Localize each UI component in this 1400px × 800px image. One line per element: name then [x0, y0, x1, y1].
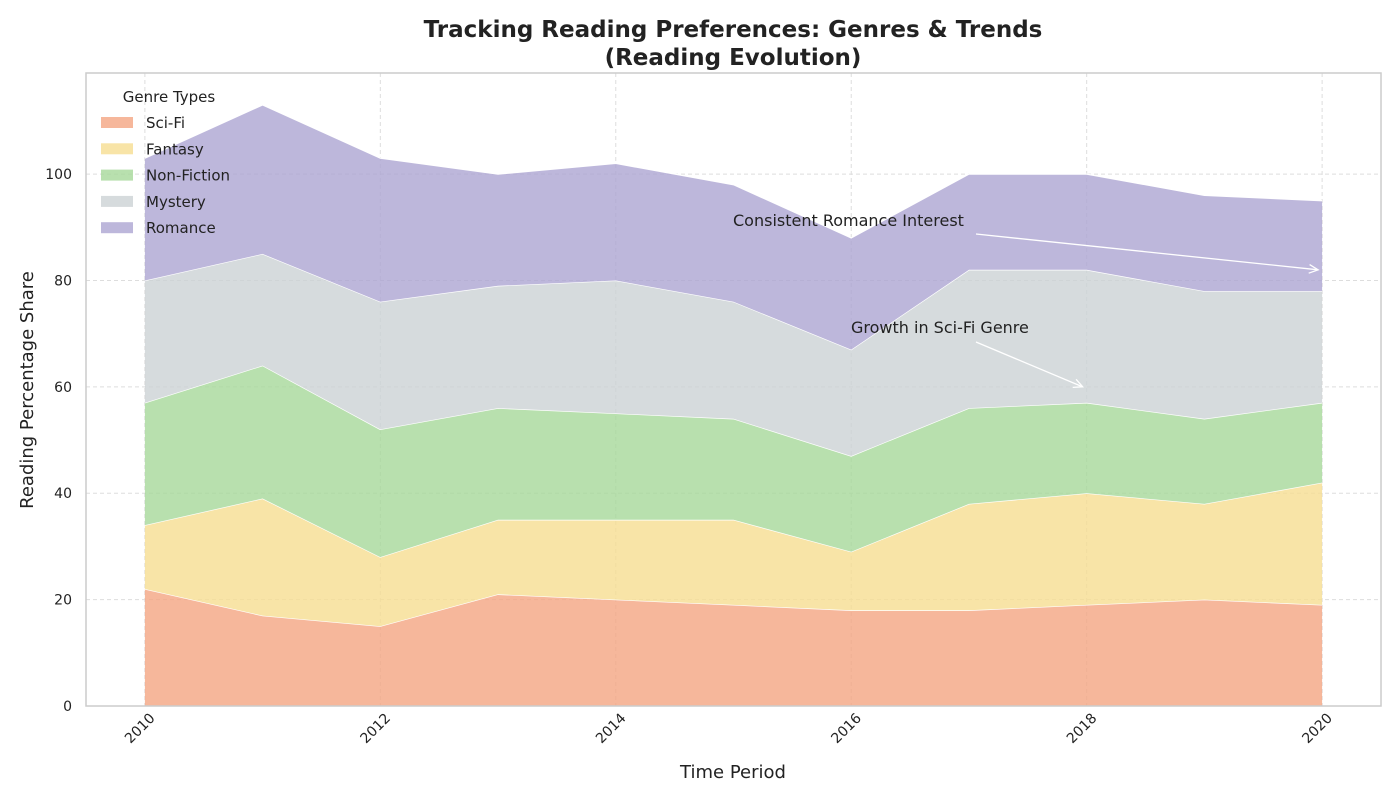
annotation-text: Growth in Sci-Fi Genre: [851, 318, 1029, 337]
x-axis-label: Time Period: [679, 762, 786, 783]
legend: Genre Types Sci-Fi Fantasy Non-Fiction Myst…: [101, 88, 230, 237]
annotation-text: Consistent Romance Interest: [733, 211, 964, 230]
legend-label-mystery: Mystery: [146, 193, 206, 211]
area-edge-romance: [144, 104, 1323, 239]
legend-swatch-non-fiction: [101, 169, 133, 181]
x-tick-label: 2016: [828, 710, 865, 747]
chart-subtitle: (Reading Evolution): [605, 45, 862, 71]
y-tick-label: 80: [54, 273, 72, 289]
y-tick-label: 20: [54, 593, 72, 609]
area-romance: [144, 104, 1323, 350]
y-tick-label: 60: [54, 380, 72, 396]
y-tick-label: 40: [54, 486, 72, 502]
y-tick-label: 0: [63, 699, 72, 715]
area-mystery: [144, 253, 1323, 456]
annotation-arrowhead: [1072, 378, 1085, 389]
plot-frame: [85, 72, 1382, 707]
legend-label-romance: Romance: [146, 219, 216, 237]
legend-swatch-sci-fi: [101, 117, 133, 128]
legend-label-non-fiction: Non-Fiction: [146, 167, 230, 185]
y-tick-label: 100: [45, 167, 72, 183]
legend-swatch-mystery: [101, 195, 133, 207]
annotation-arrowhead: [1308, 264, 1320, 274]
annotation-arrow: [975, 341, 1083, 388]
x-tick-labels: 2010 2012 2014 2016 2018 2020: [122, 710, 1336, 747]
area-sci-fi: [144, 589, 1323, 706]
legend-swatch-romance: [101, 222, 133, 234]
y-tick-labels: 0 20 40 60 80 100: [45, 167, 72, 715]
legend-swatch-fantasy: [101, 143, 133, 155]
y-axis-label: Reading Percentage Share: [17, 271, 38, 509]
x-tick-label: 2012: [358, 710, 395, 747]
area-fantasy: [144, 482, 1323, 627]
x-tick-label: 2010: [122, 710, 159, 747]
area-non-fiction: [144, 365, 1323, 558]
x-tick-label: 2020: [1299, 710, 1336, 747]
chart-title: Tracking Reading Preferences: Genres & T…: [424, 17, 1043, 43]
annotation-arrow: [975, 233, 1319, 271]
area-layers: [144, 104, 1323, 706]
x-tick-label: 2018: [1064, 710, 1101, 747]
x-tick-label: 2014: [593, 710, 630, 747]
legend-title: Genre Types: [123, 88, 216, 106]
annotations: Consistent Romance Interest Growth in Sci…: [733, 211, 1320, 389]
legend-label-fantasy: Fantasy: [146, 140, 204, 158]
legend-label-sci-fi: Sci-Fi: [146, 114, 185, 132]
